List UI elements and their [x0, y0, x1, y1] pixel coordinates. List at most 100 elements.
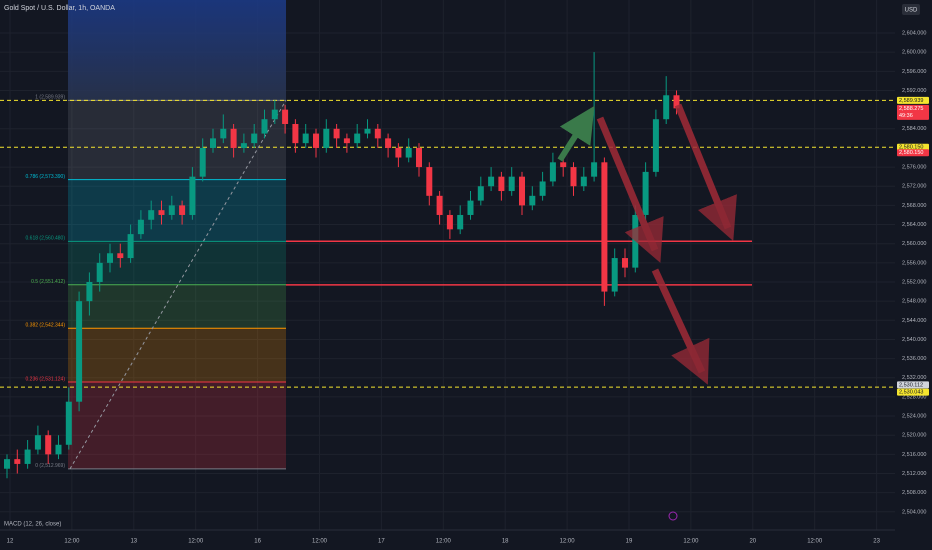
candle-body	[611, 258, 618, 292]
candle-body	[405, 147, 412, 158]
y-tick-label: 2,576.000	[902, 165, 926, 171]
event-icon[interactable]	[668, 511, 678, 521]
candle-body	[539, 181, 546, 196]
x-tick-label: 12:00	[64, 539, 80, 545]
y-tick-label: 2,516.000	[902, 452, 926, 458]
fib-label: 1 (2,589.939)	[35, 95, 65, 101]
candle-body	[96, 262, 103, 282]
indicator-title: MACD (12, 26, close)	[4, 522, 61, 528]
candle-body	[385, 138, 392, 148]
y-tick-label: 2,556.000	[902, 260, 926, 266]
x-tick-label: 16	[254, 539, 261, 545]
currency-button[interactable]	[902, 4, 920, 15]
candle-body	[498, 176, 505, 192]
candle-body	[220, 128, 227, 139]
candle-body	[477, 186, 484, 201]
fib-band	[68, 179, 286, 242]
candle-body	[24, 449, 31, 464]
candle-body	[549, 162, 556, 182]
candle-body	[55, 444, 62, 455]
fib-band	[68, 328, 286, 382]
currency[interactable]: USD	[905, 8, 918, 14]
candle-body	[467, 200, 474, 215]
grid	[0, 0, 895, 530]
x-tick-label: 12	[7, 539, 14, 545]
candle-body	[302, 133, 309, 144]
price-axis	[895, 0, 932, 550]
candle-body	[199, 147, 206, 177]
candle-body	[86, 281, 93, 302]
fib-label: 0.618 (2,560.480)	[26, 236, 66, 242]
y-tick-label: 2,596.000	[902, 69, 926, 75]
price-label-bg	[897, 381, 929, 389]
candle-body	[580, 176, 587, 187]
x-tick-label: 23	[873, 539, 880, 545]
axes: 2,504.000 2,508.000 2,512.000 2,516.000 2,52…	[7, 30, 929, 545]
arrows	[557, 103, 737, 385]
x-tick-label: 12:00	[188, 539, 204, 545]
price-label: 2,589.939	[899, 98, 923, 104]
y-tick-label: 2,552.000	[902, 279, 926, 285]
candle-body	[179, 205, 186, 215]
y-tick-label: 2,532.000	[902, 375, 926, 381]
x-tick-label: 12:00	[436, 539, 452, 545]
candle-body	[210, 138, 216, 148]
candle-body	[622, 258, 628, 268]
fib-label: 0.236 (2,531.124)	[26, 376, 66, 382]
x-tick-label: 12:00	[807, 539, 823, 545]
trend-line	[69, 100, 287, 470]
y-tick-label: 2,564.000	[902, 222, 926, 228]
fib-retracement: 0 (2,512.969) 0.236 (2,531.124) 0.382 (2,5…	[26, 0, 287, 470]
candle-body	[632, 214, 639, 268]
candle-body	[45, 435, 52, 455]
red-arrow	[651, 268, 710, 385]
x-tick-label: 17	[378, 539, 385, 545]
y-tick-label: 2,528.000	[902, 394, 926, 400]
fib-label: 0.786 (2,573.390)	[26, 174, 66, 180]
candle-body	[570, 167, 577, 187]
red-arrow	[596, 116, 664, 263]
y-tick-label: 2,592.000	[902, 88, 926, 94]
y-tick-label: 2,604.000	[902, 30, 926, 36]
y-tick-label: 2,512.000	[902, 471, 926, 477]
price-label: 2,580.150	[899, 150, 923, 156]
fib-band	[68, 381, 286, 469]
fib-band	[68, 100, 286, 180]
price-label: 2,588.275	[899, 106, 923, 112]
candle-body	[642, 171, 649, 215]
y-tick-label: 2,508.000	[902, 490, 926, 496]
candle-body	[652, 119, 659, 172]
red-arrow	[674, 103, 737, 241]
price-label: 2,530.112	[899, 382, 923, 388]
y-tick-label: 2,572.000	[902, 184, 926, 190]
candle-body	[529, 195, 536, 206]
drawn-lines	[0, 99, 895, 388]
candle-body	[168, 205, 175, 215]
candles	[4, 52, 680, 479]
candle-body	[292, 124, 299, 144]
candle-body	[189, 176, 196, 215]
candle-body	[34, 435, 41, 450]
candle-body	[601, 162, 608, 292]
fib-label: 0 (2,512.969)	[35, 463, 65, 469]
y-tick-label: 2,560.000	[902, 241, 926, 247]
x-tick-label: 18	[502, 539, 509, 545]
candle-body	[282, 109, 289, 125]
x-tick-label: 12:00	[560, 539, 576, 545]
candle-body	[333, 128, 340, 139]
price-label-bg	[897, 149, 929, 157]
candle-body	[374, 128, 381, 139]
candle-body	[323, 128, 330, 148]
candle-body	[127, 234, 134, 259]
price-label-bg	[897, 143, 929, 151]
price-label-bg	[897, 104, 929, 120]
candle-body	[673, 95, 680, 109]
x-tick-label: 12:00	[312, 539, 328, 545]
y-tick-label: 2,536.000	[902, 356, 926, 362]
y-tick-label: 2,544.000	[902, 318, 926, 324]
candle-body	[240, 143, 247, 148]
candle-body	[4, 459, 10, 469]
candle-body	[488, 176, 495, 187]
